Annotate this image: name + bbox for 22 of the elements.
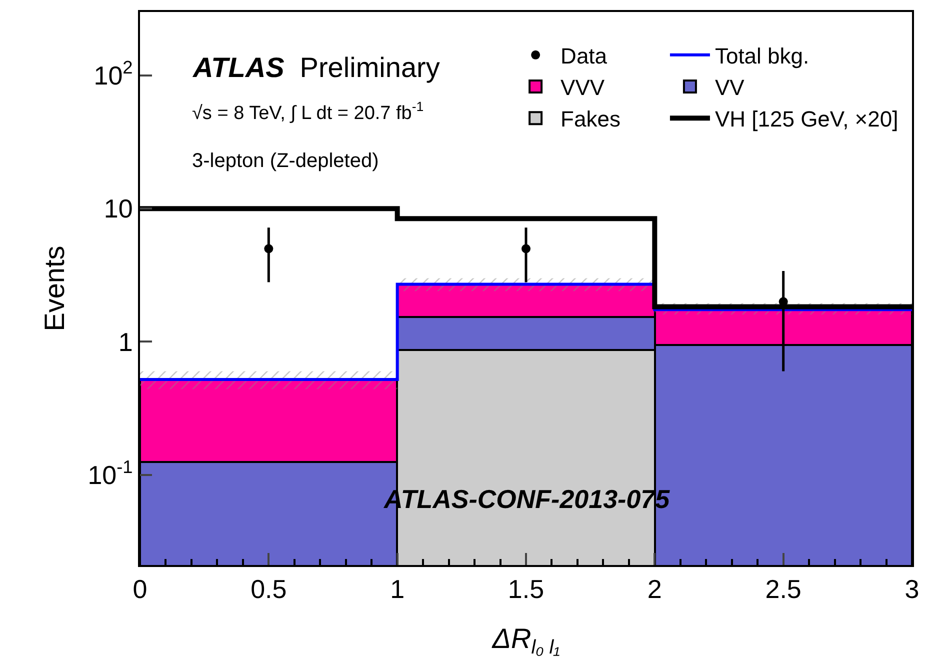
annotation: 3-lepton (Z-depleted) [192, 150, 379, 172]
x-tick-label: 0.5 [250, 574, 287, 604]
x-tick-label: 2.5 [765, 574, 802, 604]
x-tick-label: 1 [390, 574, 405, 604]
legend-label: Data [560, 44, 608, 68]
y-tick-label: 10$^{2}$ [94, 58, 133, 91]
legend-label: VH [125 GeV, ×20] [714, 106, 898, 132]
legend-label: VVV [560, 75, 605, 100]
y-axis-title: Events [38, 246, 70, 332]
x-tick-label: 1.5 [508, 574, 544, 604]
legend-label: VV [714, 75, 745, 100]
y-tick-label: 1 [118, 326, 133, 357]
x-axis-title: ΔR$_{l₀ l₁}$ [491, 622, 560, 659]
y-tick-label: 10$^{-1}$ [88, 456, 133, 490]
x-tick-label: 3 [904, 574, 920, 604]
legend-label: Total bkg. [714, 44, 810, 68]
annotation: ATLAS Preliminary [192, 52, 440, 83]
legend-label: Fakes [560, 106, 620, 132]
x-tick-label: 0 [132, 574, 148, 604]
y-tick-label: 10 [104, 194, 133, 224]
annotation: √s = 8 TeV, ∫ L dt = 20.7 fb$^{-1}$ [192, 99, 424, 124]
x-tick-label: 2 [647, 574, 662, 604]
